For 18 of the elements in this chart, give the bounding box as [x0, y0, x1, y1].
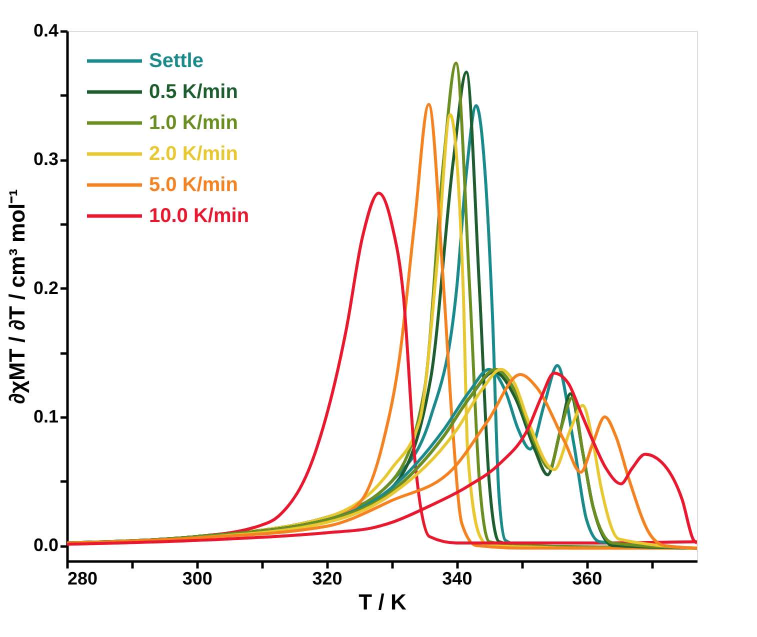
x-tick-label: 340	[442, 568, 472, 588]
y-axis-title: ∂χMT / ∂T / cm³ mol⁻¹	[4, 189, 30, 404]
x-tick-label: 320	[312, 568, 342, 588]
legend-label: 10.0 K/min	[149, 205, 250, 227]
y-tick-label: 0.3	[33, 149, 58, 170]
legend-label: 1.0 K/min	[149, 112, 238, 134]
x-tick-label: 300	[182, 568, 212, 588]
x-tick-label: 360	[572, 568, 602, 588]
legend-label: 0.5 K/min	[149, 81, 238, 103]
y-tick-label: 0.2	[33, 278, 58, 298]
y-tick-label: 0.1	[33, 406, 58, 426]
legend-label: Settle	[149, 50, 204, 72]
legend-label: 5.0 K/min	[149, 174, 238, 196]
x-tick-label: 280	[68, 568, 98, 588]
legend-label: 2.0 K/min	[149, 143, 238, 165]
x-axis-title: T / K	[358, 590, 406, 614]
y-tick-label: 0.4	[33, 20, 58, 40]
y-tick-label: 0.0	[33, 535, 58, 556]
